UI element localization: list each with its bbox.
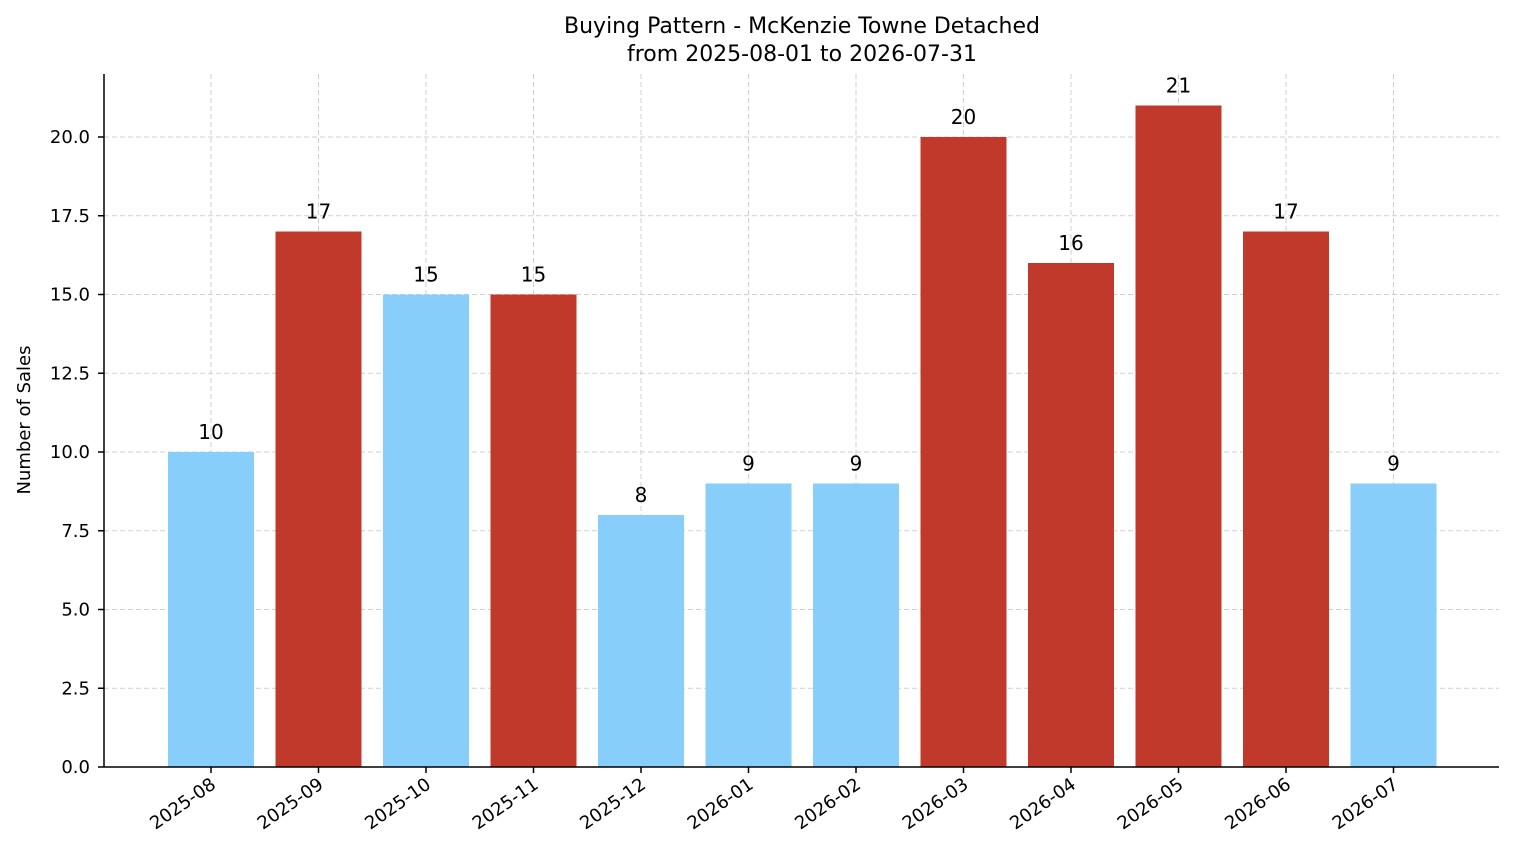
bar-2026-03 [920, 137, 1007, 767]
y-tick-label-3: 7.5 [61, 521, 90, 542]
y-tick-label-7: 17.5 [50, 206, 90, 227]
chart-subtitle: from 2025-08-01 to 2026-07-31 [627, 42, 977, 67]
bar-2025-11 [490, 294, 577, 767]
value-label-2026-01: 9 [742, 452, 755, 476]
x-tick-label-2025-11: 2025-11 [469, 774, 543, 834]
bar-2026-05 [1135, 105, 1222, 767]
x-tick-label-2026-02: 2026-02 [791, 774, 865, 834]
x-tick-label-2026-05: 2026-05 [1114, 774, 1188, 834]
value-label-2026-04: 16 [1058, 231, 1083, 255]
value-label-2026-06: 17 [1273, 200, 1298, 224]
x-tick-label-2025-10: 2025-10 [361, 774, 435, 834]
bar-2026-07 [1350, 483, 1437, 767]
bar-2026-04 [1028, 263, 1114, 767]
bar-2025-12 [598, 515, 684, 767]
bar-2025-09 [275, 231, 362, 767]
value-label-2026-05: 21 [1166, 74, 1191, 98]
x-tick-label-2026-04: 2026-04 [1006, 774, 1080, 834]
value-label-2025-08: 10 [198, 420, 223, 444]
bar-2025-08 [168, 452, 254, 767]
x-tick-label-2026-06: 2026-06 [1221, 774, 1295, 834]
x-tick-label-2026-01: 2026-01 [684, 774, 758, 834]
bars [168, 105, 1437, 767]
value-label-2025-11: 15 [521, 263, 546, 287]
x-tick-label-2026-03: 2026-03 [899, 774, 973, 834]
x-tick-label-2026-07: 2026-07 [1329, 774, 1403, 834]
y-tick-label-4: 10.0 [50, 442, 90, 463]
y-tick-labels: 0.0 2.5 5.0 7.5 10.0 12.5 15.0 17.5 20.0 [50, 127, 90, 778]
bar-2025-10 [383, 294, 469, 767]
y-tick-label-8: 20.0 [50, 127, 90, 148]
value-label-2025-09: 17 [306, 200, 331, 224]
y-axis-label: Number of Sales [14, 345, 35, 494]
y-tick-label-2: 5.0 [61, 600, 90, 621]
bar-2026-02 [813, 483, 899, 767]
bar-2026-01 [705, 483, 792, 767]
x-tick-labels: 2025-08 2025-09 2025-10 2025-11 2025-12 2026-… [146, 774, 1402, 834]
chart-title: Buying Pattern - McKenzie Towne Detached [564, 14, 1040, 39]
y-tick-label-0: 0.0 [61, 757, 90, 778]
y-tick-label-1: 2.5 [61, 678, 90, 699]
x-tick-label-2025-08: 2025-08 [146, 774, 220, 834]
y-tick-label-5: 12.5 [50, 363, 90, 384]
x-tick-label-2025-09: 2025-09 [254, 774, 328, 834]
value-label-2026-03: 20 [951, 105, 976, 129]
bar-2026-06 [1243, 231, 1329, 767]
value-label-2026-07: 9 [1387, 452, 1400, 476]
value-label-2025-12: 8 [635, 483, 648, 507]
x-tick-label-2025-12: 2025-12 [576, 774, 650, 834]
axes [98, 74, 1499, 773]
value-labels: 10 17 15 15 8 9 9 20 16 21 17 9 [198, 74, 1400, 508]
value-label-2025-10: 15 [413, 263, 438, 287]
y-tick-label-6: 15.0 [50, 285, 90, 306]
value-label-2026-02: 9 [850, 452, 863, 476]
